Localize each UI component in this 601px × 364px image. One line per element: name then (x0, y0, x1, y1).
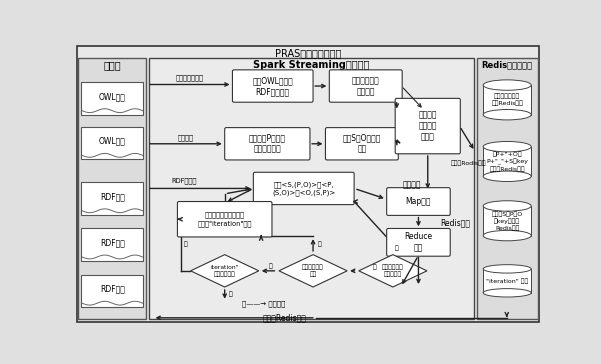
FancyBboxPatch shape (329, 70, 402, 102)
Text: 否: 否 (395, 245, 398, 250)
Text: 构建<S,(P,O)>、<P,
(S,O)>和<O,(S,P)>: 构建<S,(P,O)>、<P, (S,O)>和<O,(S,P)> (272, 181, 335, 196)
Text: RDF数据: RDF数据 (100, 192, 125, 201)
Text: 以类名为集合存
储到Redis集群: 以类名为集合存 储到Redis集群 (491, 94, 523, 106)
Text: 以P+"+O或
P+"_"+S为key
存储到Redis集群: 以P+"+O或 P+"_"+S为key 存储到Redis集群 (486, 151, 528, 171)
Text: 是: 是 (318, 241, 322, 247)
Text: 否: 否 (269, 264, 272, 269)
Text: 构建规则节点
和类节点: 构建规则节点 和类节点 (352, 76, 380, 96)
Ellipse shape (483, 289, 531, 297)
Text: 数据源: 数据源 (103, 60, 121, 70)
Ellipse shape (483, 265, 531, 273)
Bar (149, 58, 474, 318)
FancyBboxPatch shape (386, 188, 450, 215)
Text: 过滤选择P为对称
属性的三元组: 过滤选择P为对称 属性的三元组 (249, 134, 286, 154)
Bar (483, 206, 531, 236)
Text: RDF数据流: RDF数据流 (171, 177, 197, 184)
Text: 存储到Rodis集群: 存储到Rodis集群 (451, 160, 487, 166)
FancyBboxPatch shape (225, 128, 310, 160)
Text: 分别以S，P，O
为key存储到
Redis集群: 分别以S，P，O 为key存储到 Redis集群 (492, 211, 523, 230)
Text: iteration"
集合是否为空: iteration" 集合是否为空 (210, 265, 239, 277)
Text: Redis数据: Redis数据 (440, 219, 470, 228)
Ellipse shape (483, 80, 531, 90)
Text: RDF数据: RDF数据 (100, 284, 125, 293)
Text: Reduce
阶段: Reduce 阶段 (404, 232, 433, 252)
Text: OWL本体: OWL本体 (99, 136, 126, 146)
Text: 构建S和O的双向
关系: 构建S和O的双向 关系 (343, 134, 381, 154)
Ellipse shape (483, 230, 531, 241)
Text: 存储到Redis集群: 存储到Redis集群 (263, 313, 307, 322)
Bar (81, 229, 143, 261)
Text: 是否产生新三
元组: 是否产生新三 元组 (302, 265, 324, 277)
Text: 否: 否 (184, 241, 188, 247)
Ellipse shape (483, 171, 531, 182)
Bar (483, 85, 531, 115)
FancyBboxPatch shape (177, 202, 272, 237)
Bar (81, 275, 143, 307)
Polygon shape (191, 255, 259, 287)
Bar (483, 147, 531, 176)
Text: OWL规则: OWL规则 (99, 92, 126, 101)
Text: 本体和规则数据: 本体和规则数据 (176, 74, 204, 81)
Text: PRAS算法总体框架图: PRAS算法总体框架图 (275, 48, 341, 58)
FancyBboxPatch shape (254, 172, 354, 205)
Polygon shape (279, 255, 347, 287)
Bar (81, 127, 143, 159)
Text: 是否产生新的
模式三元组: 是否产生新的 模式三元组 (382, 265, 404, 277)
Bar (483, 269, 531, 293)
Text: 是: 是 (228, 292, 232, 297)
Text: 加载OWL规则和
RDF本体文件: 加载OWL规则和 RDF本体文件 (252, 76, 293, 96)
Polygon shape (359, 255, 427, 287)
Ellipse shape (483, 142, 531, 152)
Text: "iteration" 集合: "iteration" 集合 (486, 278, 528, 284)
Bar (81, 82, 143, 115)
Ellipse shape (483, 201, 531, 211)
Bar (81, 182, 143, 215)
FancyBboxPatch shape (386, 229, 450, 256)
Text: RDF数据: RDF数据 (100, 238, 125, 247)
Text: 是——→ 算法结束: 是——→ 算法结束 (242, 301, 285, 307)
Text: 保存本次推理产生的三
元组到"iteration"集合: 保存本次推理产生的三 元组到"iteration"集合 (198, 212, 252, 227)
Bar (78, 58, 147, 318)
FancyBboxPatch shape (395, 98, 460, 154)
FancyBboxPatch shape (326, 128, 398, 160)
FancyBboxPatch shape (233, 70, 313, 102)
Text: 本体数据: 本体数据 (178, 134, 194, 141)
Text: Map阶段: Map阶段 (406, 197, 431, 206)
Text: 新增数据
保存并触
发推理: 新增数据 保存并触 发推理 (418, 110, 437, 142)
Text: 是: 是 (373, 264, 376, 270)
Bar (477, 58, 538, 318)
Text: 并行推理: 并行推理 (403, 180, 421, 189)
Ellipse shape (483, 110, 531, 120)
Text: Redis分布式存储: Redis分布式存储 (481, 60, 532, 69)
Text: Spark Streaming实时处理: Spark Streaming实时处理 (253, 60, 370, 70)
